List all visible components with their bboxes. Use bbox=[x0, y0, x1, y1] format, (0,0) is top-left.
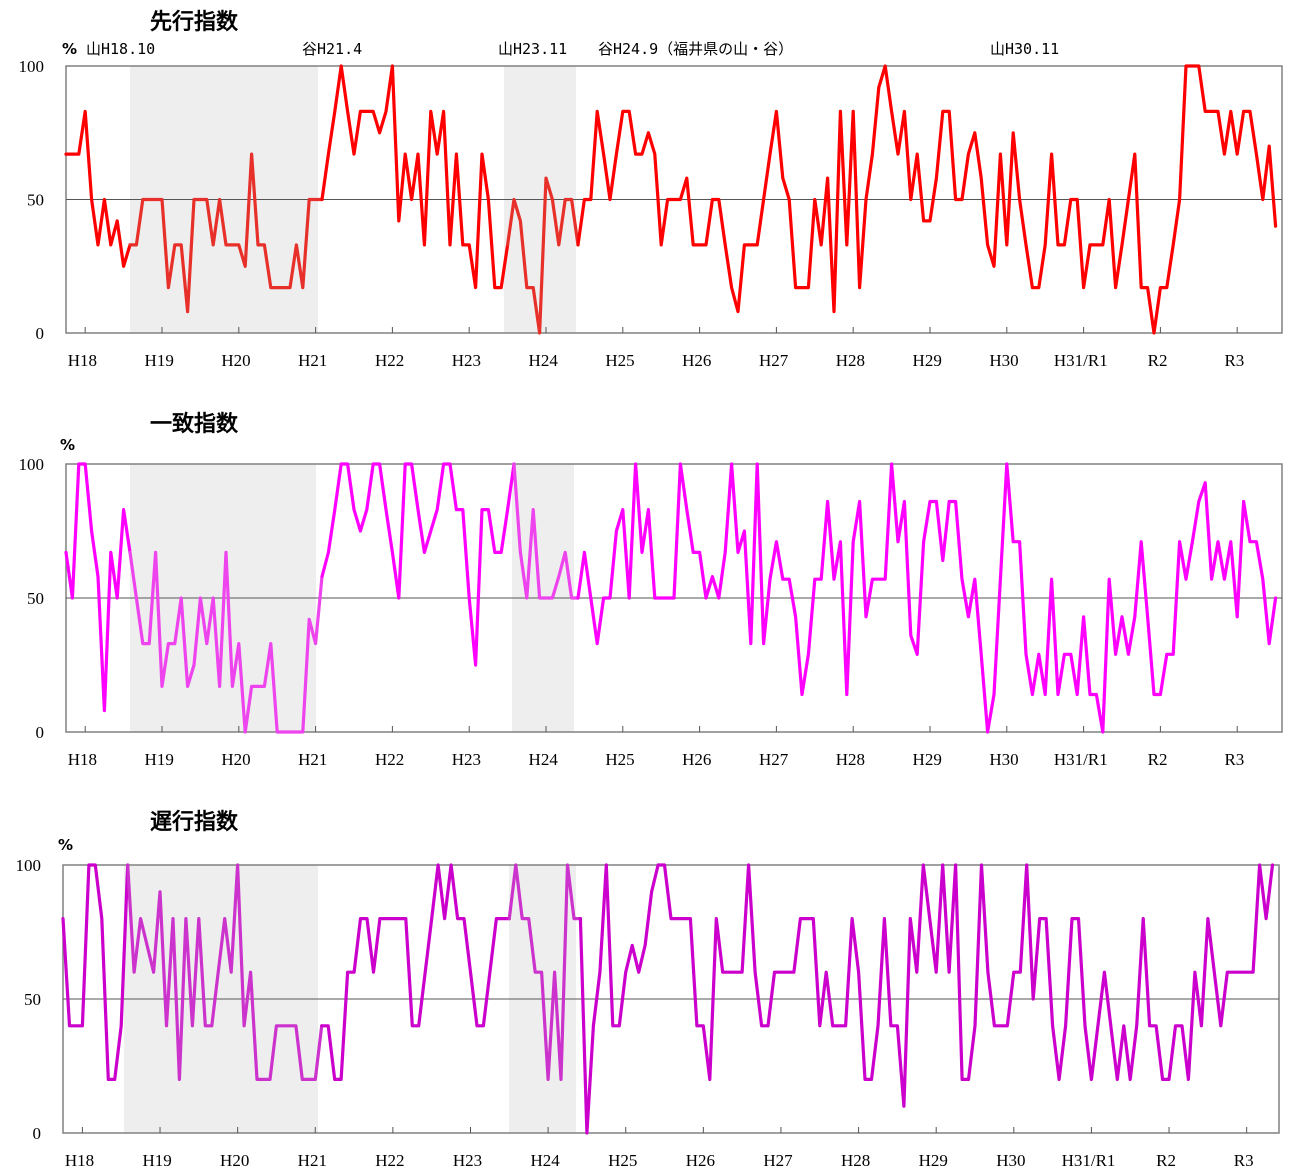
x-tick-label-H20: H20 bbox=[220, 1151, 249, 1170]
x-tick-label-H25: H25 bbox=[608, 1151, 637, 1170]
series-line-segment-4 bbox=[506, 176, 580, 335]
leading-index-panel: 先行指数 % 山H18.10 谷H21.4 山H23.11 谷H24.9（福井県… bbox=[0, 0, 1290, 395]
lagging-index-unit-label: % bbox=[58, 836, 74, 854]
x-tick-label-H30: H30 bbox=[996, 1151, 1025, 1170]
series-line-segment-1 bbox=[61, 863, 130, 1081]
annotation-trough-h21-4: 谷H21.4 bbox=[302, 40, 363, 58]
x-tick-label-H27: H27 bbox=[763, 1151, 793, 1170]
y-tick-label-50: 50 bbox=[24, 990, 41, 1009]
x-tick-label-H30: H30 bbox=[989, 351, 1018, 370]
x-tick-label-R3: R3 bbox=[1234, 1151, 1254, 1170]
x-tick-label-R2: R2 bbox=[1148, 351, 1168, 370]
x-tick-label-H18: H18 bbox=[68, 351, 97, 370]
x-tick-label-H21: H21 bbox=[298, 351, 327, 370]
x-tick-label-H31/R1: H31/R1 bbox=[1054, 351, 1108, 370]
x-tick-label-H22: H22 bbox=[375, 1151, 404, 1170]
y-tick-label-100: 100 bbox=[19, 57, 45, 76]
x-tick-label-H20: H20 bbox=[221, 750, 250, 769]
x-tick-label-H19: H19 bbox=[145, 351, 174, 370]
y-tick-label-0: 0 bbox=[33, 1124, 42, 1143]
y-tick-label-0: 0 bbox=[36, 723, 45, 742]
x-tick-label-H22: H22 bbox=[375, 351, 404, 370]
x-tick-label-H31/R1: H31/R1 bbox=[1062, 1151, 1116, 1170]
annotation-peak-h30-11: 山H30.11 bbox=[990, 40, 1060, 58]
series-line-segment-4 bbox=[507, 863, 583, 1081]
x-tick-label-H28: H28 bbox=[836, 750, 865, 769]
series-line-segment-2 bbox=[126, 863, 324, 1081]
x-tick-label-H31/R1: H31/R1 bbox=[1054, 750, 1108, 769]
x-tick-label-H29: H29 bbox=[919, 1151, 948, 1170]
series-line-segment-2 bbox=[128, 152, 324, 314]
x-tick-label-H28: H28 bbox=[836, 351, 865, 370]
x-tick-label-H27: H27 bbox=[759, 750, 789, 769]
lagging-index-panel: 遅行指数 % 0 50 100 H18 H19 H20 H21 H22 H23 H24 H25 H26… bbox=[0, 796, 1290, 1176]
x-tick-label-H25: H25 bbox=[605, 351, 634, 370]
x-tick-label-R3: R3 bbox=[1224, 351, 1244, 370]
series-line-segment-5 bbox=[576, 64, 1278, 335]
x-tick-label-H22: H22 bbox=[375, 750, 404, 769]
x-tick-label-H18: H18 bbox=[65, 1151, 94, 1170]
x-tick-label-H24: H24 bbox=[529, 351, 559, 370]
series-line-segment-4 bbox=[512, 462, 580, 600]
lagging-index-title: 遅行指数 bbox=[150, 810, 239, 835]
leading-index-title: 先行指数 bbox=[150, 10, 239, 35]
series-line-segment-2 bbox=[128, 550, 324, 734]
x-tick-label-H24: H24 bbox=[531, 1151, 561, 1170]
x-tick-label-H20: H20 bbox=[221, 351, 250, 370]
series-line-segment-1 bbox=[64, 462, 132, 713]
x-tick-label-H18: H18 bbox=[68, 750, 97, 769]
x-tick-label-H19: H19 bbox=[142, 1151, 171, 1170]
x-tick-label-R2: R2 bbox=[1156, 1151, 1176, 1170]
annotation-trough-h24-9: 谷H24.9（福井県の山・谷） bbox=[598, 40, 794, 58]
x-tick-label-H24: H24 bbox=[529, 750, 559, 769]
x-tick-label-H23: H23 bbox=[452, 750, 481, 769]
series-line-segment-3 bbox=[320, 64, 510, 290]
leading-index-chart: 0 50 100 H18 H19 H20 H21 H22 H23 H24 H25 H26 H27 H28 H… bbox=[19, 57, 1283, 370]
x-tick-label-H29: H29 bbox=[913, 750, 942, 769]
coincident-index-chart: 0 50 100 H18 H19 H20 H21 H22 H23 H24 H25 H26 H27 H28 H… bbox=[19, 455, 1283, 769]
x-tick-label-H19: H19 bbox=[145, 750, 174, 769]
x-tick-label-H30: H30 bbox=[989, 750, 1018, 769]
x-tick-label-H28: H28 bbox=[841, 1151, 870, 1170]
x-tick-label-R3: R3 bbox=[1224, 750, 1244, 769]
y-tick-label-100: 100 bbox=[19, 455, 45, 474]
coincident-index-title: 一致指数 bbox=[150, 412, 239, 437]
x-tick-label-R2: R2 bbox=[1148, 750, 1168, 769]
y-tick-label-50: 50 bbox=[27, 589, 44, 608]
x-tick-label-H23: H23 bbox=[452, 351, 481, 370]
coincident-index-unit-label: % bbox=[60, 436, 76, 454]
series-line-segment-3 bbox=[320, 462, 516, 667]
coincident-index-panel: 一致指数 % 0 50 100 H18 H19 H20 H21 H22 H23 H24 H25 H26… bbox=[0, 398, 1290, 793]
x-tick-label-H27: H27 bbox=[759, 351, 789, 370]
series-line-segment-5 bbox=[578, 863, 1275, 1135]
x-tick-label-H23: H23 bbox=[453, 1151, 482, 1170]
x-tick-label-H29: H29 bbox=[913, 351, 942, 370]
annotation-peak-h18-10: 山H18.10 bbox=[86, 40, 156, 58]
y-tick-label-100: 100 bbox=[16, 856, 42, 875]
series-line-segment-5 bbox=[576, 462, 1278, 734]
x-tick-label-H21: H21 bbox=[298, 1151, 327, 1170]
annotation-peak-h23-11: 山H23.11 bbox=[498, 40, 568, 58]
leading-index-unit-label: % bbox=[62, 40, 78, 58]
x-tick-label-H26: H26 bbox=[686, 1151, 715, 1170]
y-tick-label-50: 50 bbox=[27, 191, 44, 210]
lagging-index-chart: 0 50 100 H18 H19 H20 H21 H22 H23 H24 H25 H26 H27 H28 H… bbox=[16, 856, 1280, 1170]
x-tick-label-H26: H26 bbox=[682, 750, 711, 769]
series-line-segment-3 bbox=[320, 863, 511, 1081]
x-tick-label-H26: H26 bbox=[682, 351, 711, 370]
series-line-segment-1 bbox=[64, 109, 132, 268]
y-tick-label-0: 0 bbox=[36, 324, 45, 343]
x-tick-label-H21: H21 bbox=[298, 750, 327, 769]
x-tick-label-H25: H25 bbox=[605, 750, 634, 769]
